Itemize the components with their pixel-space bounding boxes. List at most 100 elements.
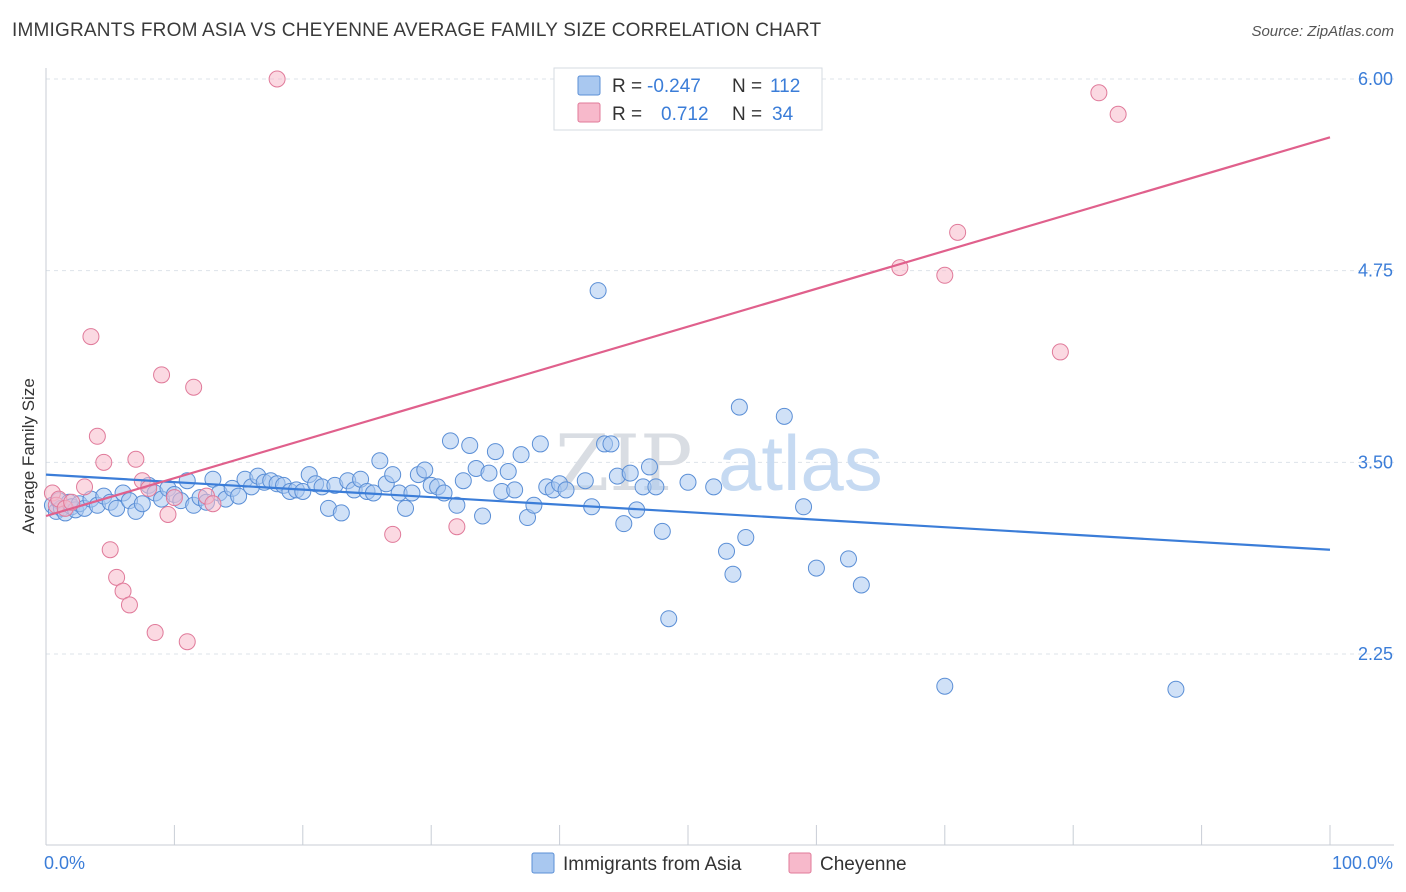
cheyenne-point-31 [1090,84,1108,102]
cheyenne-point-18 [159,505,177,523]
legend-bottom-label-asia: Immigrants from Asia [563,854,742,875]
asia-point-108 [840,550,857,568]
asia-point-72 [480,464,498,482]
asia-point-60 [403,484,421,502]
legend-bottom-swatch-pink [788,852,812,874]
cheyenne-point-23 [204,495,222,513]
legend-bottom-swatch-blue [531,852,555,874]
asia-point-103 [730,398,748,416]
asia-point-95 [640,458,658,476]
asia-point-43 [294,482,312,500]
x-tick-label-0: 0.0% [44,853,85,873]
source-note: Source: ZipAtlas.com [1251,23,1394,40]
asia-point-14 [108,499,126,517]
cheyenne-point-8 [95,453,113,471]
cheyenne-point-6 [82,328,100,346]
asia-point-111 [1167,680,1185,698]
asia-point-49 [332,504,350,522]
series-immigrants-from-asia [43,282,1185,698]
y-tick-label-1: 3.50 [1358,452,1393,472]
legend-stats: R = -0.247 N = 112 R = 0.712 N = 34 [553,67,823,131]
legend-swatch-blue [577,75,601,96]
asia-point-57 [384,466,402,484]
asia-point-66 [441,432,459,450]
asia-point-98 [660,610,678,628]
asia-point-79 [525,496,543,514]
y-axis-title: Average Family Size [19,378,38,534]
asia-point-102 [724,565,742,583]
asia-point-100 [705,478,723,496]
asia-point-69 [461,436,479,454]
trend-lines [45,136,1331,551]
cheyenne-point-5 [76,478,94,496]
asia-point-55 [371,452,389,470]
y-tick-labels: 2.25 3.50 4.75 6.00 [1358,69,1393,664]
trend-line-asia [45,473,1331,551]
cheyenne-point-25 [384,525,402,543]
y-tick-label-2: 4.75 [1358,261,1393,281]
cheyenne-point-12 [120,596,138,614]
y-tick-label-3: 6.00 [1358,69,1393,89]
asia-point-80 [531,435,549,453]
cheyenne-point-17 [153,366,171,384]
asia-point-77 [512,446,530,464]
asia-point-110 [936,677,954,695]
legend-n-label-2: N = [732,104,762,125]
asia-point-107 [807,559,825,577]
cheyenne-point-21 [185,378,203,396]
series-cheyenne [43,70,1127,651]
axes [45,68,1394,846]
cheyenne-point-7 [88,427,106,445]
cheyenne-point-13 [127,450,145,468]
cheyenne-point-30 [1051,343,1069,361]
asia-point-25 [178,472,196,490]
cheyenne-point-20 [178,633,196,651]
y-tick-label-0: 2.25 [1358,644,1393,664]
cheyenne-point-26 [448,518,466,536]
asia-point-91 [615,515,633,533]
legend-swatch-pink [577,102,601,123]
cheyenne-point-16 [146,624,164,642]
asia-point-106 [795,498,813,516]
cheyenne-point-28 [936,266,954,284]
asia-point-105 [775,407,793,425]
asia-point-67 [448,496,466,514]
watermark: ZIP atlas [555,419,883,509]
asia-point-33 [230,487,248,505]
cheyenne-point-9 [101,541,119,559]
asia-point-76 [506,481,524,499]
watermark-atlas: atlas [718,419,883,507]
asia-point-87 [589,282,607,300]
asia-point-68 [454,472,472,490]
legend-r-value-2: 0.712 [661,104,709,125]
cheyenne-point-29 [949,223,967,241]
asia-point-62 [416,461,434,479]
asia-point-71 [474,507,492,525]
legend-n-value-2: 34 [772,104,794,125]
legend-r-label-2: R = [612,104,642,125]
legend-n-value-1: 112 [770,76,800,97]
asia-point-92 [621,464,639,482]
chart-title: IMMIGRANTS FROM ASIA VS CHEYENNE AVERAGE… [12,20,822,41]
cheyenne-point-11 [114,582,132,600]
cheyenne-point-24 [268,70,286,88]
legend-r-value-1: -0.247 [647,76,701,97]
asia-point-96 [647,478,665,496]
asia-point-73 [486,443,504,461]
asia-point-59 [397,499,415,517]
x-tick-labels: 0.0% 100.0% [44,853,1393,873]
legend-series: Immigrants from Asia Cheyenne [531,852,907,875]
cheyenne-point-10 [108,568,126,586]
legend-n-label-1: N = [732,76,762,97]
asia-point-109 [852,576,870,594]
asia-point-97 [653,522,671,540]
cheyenne-point-19 [165,489,183,507]
asia-point-18 [133,495,151,513]
asia-point-85 [576,472,594,490]
asia-point-104 [737,528,755,546]
cheyenne-point-32 [1109,105,1127,123]
legend-r-label-1: R = [612,76,642,97]
x-tick-label-1: 100.0% [1332,853,1393,873]
asia-point-99 [679,473,697,491]
